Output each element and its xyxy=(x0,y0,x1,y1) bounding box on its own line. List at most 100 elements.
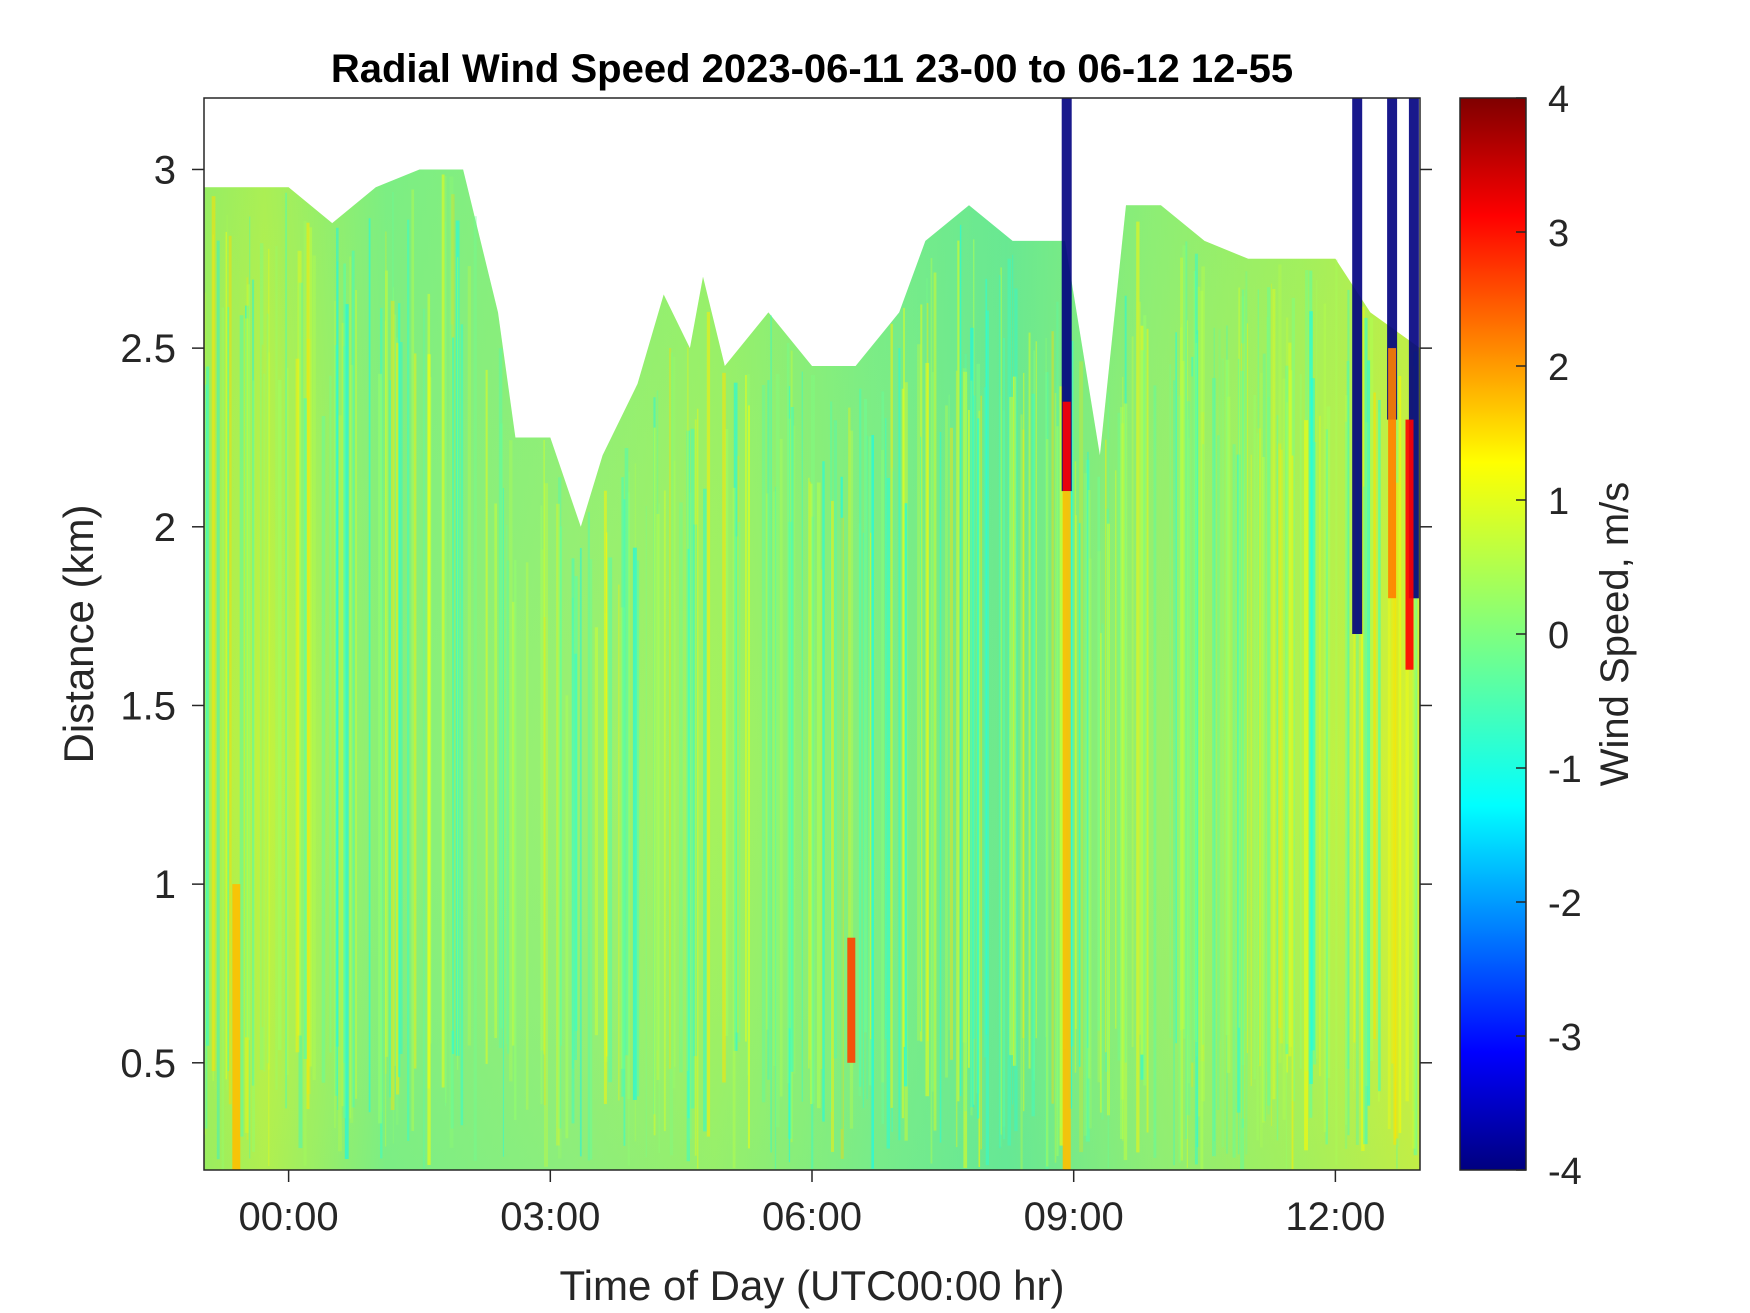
field-streak xyxy=(890,323,893,1108)
field-streak xyxy=(1180,257,1183,1161)
field-streak xyxy=(1014,288,1018,1132)
field-streak xyxy=(833,420,837,1059)
field-streak xyxy=(411,189,415,1131)
field-streak xyxy=(1045,338,1047,1038)
field-streak xyxy=(703,488,707,1132)
field-streak xyxy=(679,502,683,1073)
field-streak xyxy=(1097,476,1100,1031)
field-streak xyxy=(1285,317,1289,1044)
field-streak xyxy=(977,418,980,1119)
field-streak xyxy=(445,175,447,1103)
field-streak xyxy=(1353,468,1356,1043)
field-streak xyxy=(998,275,1001,1149)
x-tick-label: 00:00 xyxy=(239,1195,339,1239)
x-axis: 00:00 03:00 06:00 09:00 12:00 xyxy=(239,1170,1385,1239)
field-streak xyxy=(689,492,692,1139)
field-streak xyxy=(336,227,339,1047)
field-streak xyxy=(663,490,666,1132)
field-streak xyxy=(1245,271,1248,1155)
field-streak xyxy=(983,387,987,1058)
plot-area xyxy=(204,98,1420,1170)
field-streak xyxy=(525,562,529,1110)
field-streak xyxy=(341,322,345,1107)
field-streak xyxy=(939,432,942,1143)
field-streak xyxy=(565,695,569,1139)
field-streak xyxy=(866,435,868,1100)
field-streak xyxy=(1212,378,1216,1157)
field-streak xyxy=(1200,290,1204,1170)
field-streak xyxy=(949,427,953,1060)
field-streak xyxy=(306,339,311,1094)
field-streak xyxy=(1238,287,1241,1028)
field-streak xyxy=(1181,360,1185,1030)
field-streak xyxy=(392,287,394,1144)
field-streak xyxy=(499,423,503,1028)
field-streak xyxy=(1363,317,1368,1145)
field-streak xyxy=(732,487,736,1169)
field-streak xyxy=(1412,358,1414,1111)
field-streak xyxy=(1237,358,1240,1155)
field-streak xyxy=(1120,407,1124,1140)
field-streak xyxy=(1267,287,1271,1106)
field-streak xyxy=(574,576,578,1031)
field-streak xyxy=(761,385,766,1103)
field-streak xyxy=(430,377,432,1044)
field-streak xyxy=(848,407,851,1055)
colorbar-tick-label: -4 xyxy=(1548,1151,1582,1193)
field-streak xyxy=(246,277,248,1140)
field-streak xyxy=(1028,332,1031,1069)
field-streak xyxy=(1105,439,1107,1053)
colorbar-ticks: -4 -3 -2 -1 0 1 2 3 4 xyxy=(1516,79,1582,1193)
field-streak xyxy=(1079,361,1084,1153)
field-streak xyxy=(767,380,770,1080)
field-streak xyxy=(502,488,504,1157)
field-streak xyxy=(621,477,624,1097)
field-streak xyxy=(933,272,937,1131)
field-streak xyxy=(673,460,676,1067)
field-streak xyxy=(1197,286,1201,1117)
field-streak xyxy=(1196,330,1199,1148)
field-streak xyxy=(1033,350,1035,1081)
field-streak xyxy=(1195,342,1198,1042)
field-streak xyxy=(862,532,864,1108)
field-streak xyxy=(917,344,921,1041)
field-streak xyxy=(903,307,905,1047)
field-streak xyxy=(608,557,613,1083)
field-streak xyxy=(338,415,342,1152)
feature-column xyxy=(1352,98,1363,634)
field-streak xyxy=(1323,303,1327,1133)
field-streak xyxy=(1087,490,1091,1079)
field-streak xyxy=(669,348,672,1069)
field-streak xyxy=(884,418,887,1040)
field-streak xyxy=(205,366,210,1046)
field-streak xyxy=(881,391,885,1124)
field-streak xyxy=(955,370,958,1148)
field-streak xyxy=(1153,385,1157,1158)
field-streak xyxy=(1217,435,1220,1110)
y-tick-label: 2 xyxy=(154,506,176,550)
field-streak xyxy=(1193,271,1197,1040)
x-tick-label: 03:00 xyxy=(500,1195,600,1239)
colorbar-tick-label: 0 xyxy=(1548,615,1569,657)
field-streak xyxy=(544,483,548,1167)
field-streak xyxy=(1347,289,1350,1136)
field-streak xyxy=(793,425,796,1074)
field-streak xyxy=(378,373,382,1124)
field-streak xyxy=(1225,359,1230,1036)
field-streak xyxy=(226,214,228,1091)
colorbar-tick-label: 4 xyxy=(1548,79,1569,121)
field-streak xyxy=(1218,329,1221,1041)
field-streak xyxy=(494,503,497,1038)
field-streak xyxy=(285,192,287,1109)
wind-speed-features xyxy=(232,98,1419,1170)
field-streak xyxy=(773,491,777,1066)
field-streak xyxy=(407,219,410,1141)
field-streak xyxy=(1124,295,1127,1063)
field-streak xyxy=(1272,289,1276,1100)
field-streak xyxy=(1221,358,1225,1148)
field-streak xyxy=(1051,331,1054,1104)
field-streak xyxy=(690,428,695,1109)
field-streak xyxy=(334,301,336,1129)
y-tick-label: 0.5 xyxy=(120,1042,176,1086)
field-streak xyxy=(1261,457,1265,1123)
